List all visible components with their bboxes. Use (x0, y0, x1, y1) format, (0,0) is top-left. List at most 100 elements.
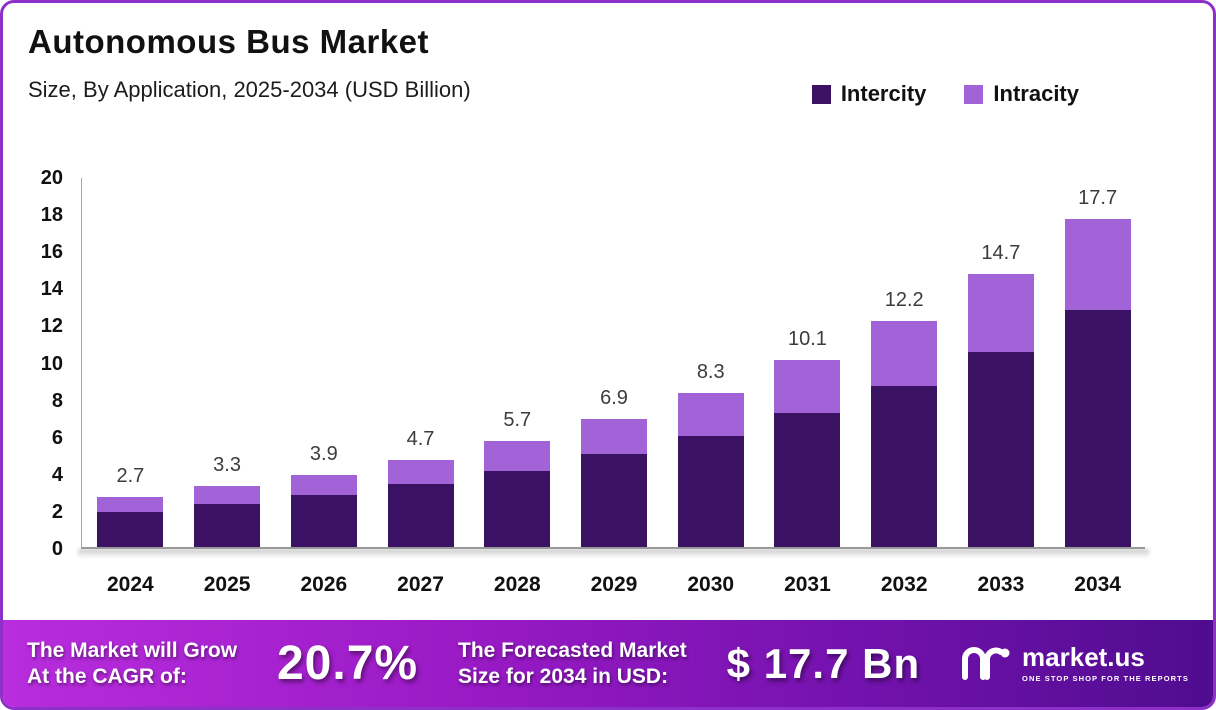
bar-total-label-2024: 2.7 (116, 464, 145, 487)
y-axis: 0 2 4 6 8 10 12 14 16 18 20 (3, 167, 69, 560)
footer-banner: The Market will Grow At the CAGR of: 20.… (3, 620, 1213, 707)
bar-2024 (97, 496, 164, 547)
x-axis-label-2026: 2026 (300, 573, 348, 596)
bar-total-label-2025: 3.3 (213, 453, 241, 476)
bar-group-2029: 6.9 2029 (566, 178, 663, 596)
bar-segment-intracity-2027 (387, 459, 454, 484)
legend-label: Intercity (840, 81, 927, 106)
y-axis-tick-10: 10 (40, 352, 63, 375)
bar-2033 (967, 274, 1034, 547)
bar-segment-intracity-2030 (677, 393, 744, 436)
x-axis-label-2028: 2028 (493, 573, 541, 596)
bar-total-label-2031: 10.1 (787, 327, 827, 350)
legend-label: Intracity (993, 81, 1079, 106)
bar-segment-intercity-2032 (871, 385, 938, 547)
forecast-caption-line1: The Forecasted Market (458, 638, 687, 662)
cagr-value: 20.7% (276, 637, 419, 690)
bar-segment-intercity-2034 (1064, 309, 1131, 547)
bar-total-label-2029: 6.9 (600, 387, 628, 410)
cagr-caption-line2: At the CAGR of: (27, 664, 187, 688)
forecast-caption: The Forecasted Market Size for 2034 in U… (458, 638, 687, 689)
bar-segment-intracity-2031 (774, 359, 841, 414)
bar-2029 (580, 419, 647, 547)
x-axis-label-2027: 2027 (397, 573, 444, 596)
bar-total-label-2033: 14.7 (981, 242, 1021, 265)
bar-2030 (677, 393, 744, 547)
bar-2034 (1064, 218, 1131, 547)
legend-swatch-intercity (811, 84, 831, 104)
forecast-value: $ 17.7 Bn (726, 639, 921, 687)
bar-segment-intracity-2034 (1064, 218, 1131, 310)
bar-total-label-2028: 5.7 (503, 409, 532, 432)
cagr-caption: The Market will Grow At the CAGR of: (27, 638, 237, 689)
brand-tagline: ONE STOP SHOP FOR THE REPORTS (1022, 673, 1189, 683)
x-axis-label-2024: 2024 (107, 573, 154, 596)
legend-item-intracity: Intracity (964, 81, 1079, 107)
bar-segment-intracity-2033 (967, 274, 1034, 353)
bar-segment-intracity-2026 (290, 474, 357, 496)
bar-2032 (871, 320, 938, 547)
bar-segment-intracity-2024 (97, 496, 164, 512)
forecast-caption-line2: Size for 2034 in USD: (458, 664, 669, 688)
bar-group-2034: 17.7 2034 (1049, 178, 1146, 596)
bar-segment-intercity-2029 (580, 454, 647, 547)
chart-subtitle: Size, By Application, 2025-2034 (USD Bil… (28, 77, 471, 102)
x-axis-label-2029: 2029 (590, 573, 638, 596)
y-axis-tick-14: 14 (40, 278, 63, 301)
x-axis-label-2031: 2031 (784, 573, 831, 596)
x-axis-label-2033: 2033 (977, 573, 1025, 596)
bar-group-2033: 14.7 2033 (953, 178, 1050, 596)
chart-legend: Intercity Intracity (811, 81, 1079, 107)
y-axis-tick-16: 16 (40, 241, 63, 264)
brand-block: market.us ONE STOP SHOP FOR THE REPORTS (960, 641, 1189, 686)
bar-total-label-2032: 12.2 (884, 288, 924, 311)
bar-2028 (484, 441, 551, 547)
bar-group-2031: 10.1 2031 (759, 178, 856, 596)
bar-group-2032: 12.2 2032 (856, 178, 953, 596)
bar-segment-intercity-2030 (677, 435, 744, 547)
bar-segment-intercity-2025 (194, 504, 261, 547)
bar-total-label-2026: 3.9 (309, 442, 338, 465)
y-axis-tick-6: 6 (51, 426, 63, 449)
y-axis-tick-0: 0 (51, 538, 63, 560)
bar-segment-intracity-2032 (871, 320, 938, 386)
bar-2027 (387, 459, 454, 547)
y-axis-tick-18: 18 (40, 204, 63, 227)
bar-group-2030: 8.3 2030 (662, 178, 759, 596)
legend-item-intercity: Intercity (811, 81, 927, 107)
bar-segment-intracity-2028 (484, 441, 551, 471)
bar-group-2026: 3.9 2026 (275, 178, 372, 596)
bar-2025 (194, 485, 261, 547)
bar-group-2024: 2.7 2024 (82, 178, 179, 596)
bar-group-2025: 3.3 2025 (179, 178, 276, 596)
bar-group-2028: 5.7 2028 (469, 178, 566, 596)
bar-segment-intercity-2024 (97, 511, 164, 547)
bar-segment-intercity-2033 (967, 352, 1034, 547)
y-axis-tick-20: 20 (40, 167, 63, 189)
y-axis-tick-2: 2 (51, 500, 63, 523)
bar-segment-intracity-2025 (194, 485, 261, 505)
x-axis-label-2034: 2034 (1074, 573, 1121, 596)
plot-area: 2.7 2024 3.3 2025 3.9 2026 4.7 2027 5.7 2028 6.9 20… (81, 178, 1146, 596)
bar-segment-intercity-2027 (387, 483, 454, 547)
bar-segment-intercity-2026 (290, 495, 357, 547)
bar-2031 (774, 359, 841, 547)
x-axis-label-2032: 2032 (880, 573, 928, 596)
bar-total-label-2030: 8.3 (696, 361, 725, 384)
y-axis-tick-4: 4 (51, 463, 63, 486)
x-axis-label-2030: 2030 (687, 573, 735, 596)
brand-name: market.us (1022, 642, 1145, 673)
y-axis-tick-12: 12 (40, 315, 63, 338)
bar-group-2027: 4.7 2027 (372, 178, 469, 596)
legend-swatch-intracity (964, 84, 984, 104)
bar-total-label-2027: 4.7 (406, 427, 435, 450)
page-title: Autonomous Bus Market (28, 23, 430, 60)
bar-total-label-2034: 17.7 (1078, 186, 1118, 209)
brand-text: market.us ONE STOP SHOP FOR THE REPORTS (1022, 642, 1189, 683)
marketus-logo-icon (960, 641, 1012, 686)
bar-2026 (290, 474, 357, 547)
cagr-caption-line1: The Market will Grow (27, 638, 238, 662)
bar-segment-intercity-2031 (774, 413, 841, 547)
y-axis-tick-8: 8 (51, 389, 63, 412)
